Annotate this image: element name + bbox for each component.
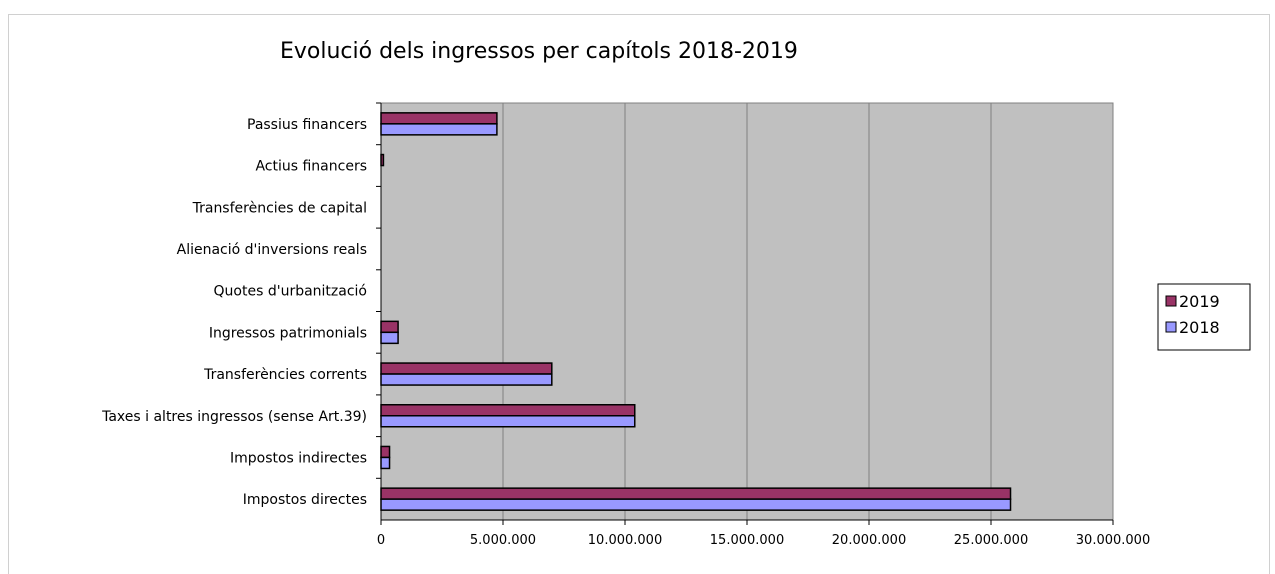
bar-2019 — [380, 445, 391, 459]
bar-2018 — [380, 373, 553, 386]
legend-swatch-2019 — [1165, 295, 1177, 307]
x-tick-label: 0 — [377, 533, 385, 548]
legend: 2019 2018 — [1157, 283, 1251, 351]
bar-2018 — [380, 331, 399, 345]
legend-box — [1157, 283, 1251, 351]
category-label: Transferències corrents — [203, 367, 367, 383]
bar-2018 — [380, 498, 1012, 511]
plot-area: 0 5.000.000 10.000.000 15.000.000 20.000.000… — [101, 102, 1150, 548]
category-label: Taxes i altres ingressos (sense Art.39) — [101, 409, 367, 425]
legend-swatch-2018 — [1165, 321, 1177, 333]
category-label: Quotes d'urbanització — [214, 284, 367, 300]
legend-label-2019: 2019 — [1179, 292, 1220, 311]
x-tick-label: 20.000.000 — [832, 533, 906, 548]
x-tick-label: 25.000.000 — [954, 533, 1028, 548]
x-tick-label: 30.000.000 — [1076, 533, 1150, 548]
legend-label-2018: 2018 — [1179, 318, 1220, 337]
bar-2019 — [380, 362, 553, 375]
x-tick-label: 15.000.000 — [710, 533, 784, 548]
x-tick-label: 10.000.000 — [588, 533, 662, 548]
category-label: Impostos directes — [243, 492, 367, 508]
bar-2019 — [380, 487, 1012, 500]
chart-title: Evolució dels ingressos per capítols 201… — [280, 39, 798, 64]
bar-2019 — [380, 153, 385, 167]
category-label: Impostos indirectes — [230, 450, 367, 466]
bar-2018 — [380, 456, 391, 470]
bar-2018 — [380, 123, 498, 136]
category-label: Alienació d'inversions reals — [177, 242, 367, 258]
x-tick-label: 5.000.000 — [470, 533, 536, 548]
category-label: Passius financers — [247, 117, 367, 133]
chart-area — [8, 14, 1270, 574]
category-label: Ingressos patrimonials — [209, 325, 367, 341]
bar-2019 — [380, 112, 498, 125]
bar-2019 — [380, 404, 636, 417]
bar-2018 — [380, 415, 636, 428]
bar-2019 — [380, 320, 399, 334]
category-label: Transferències de capital — [192, 200, 367, 216]
category-label: Actius financers — [255, 159, 367, 175]
